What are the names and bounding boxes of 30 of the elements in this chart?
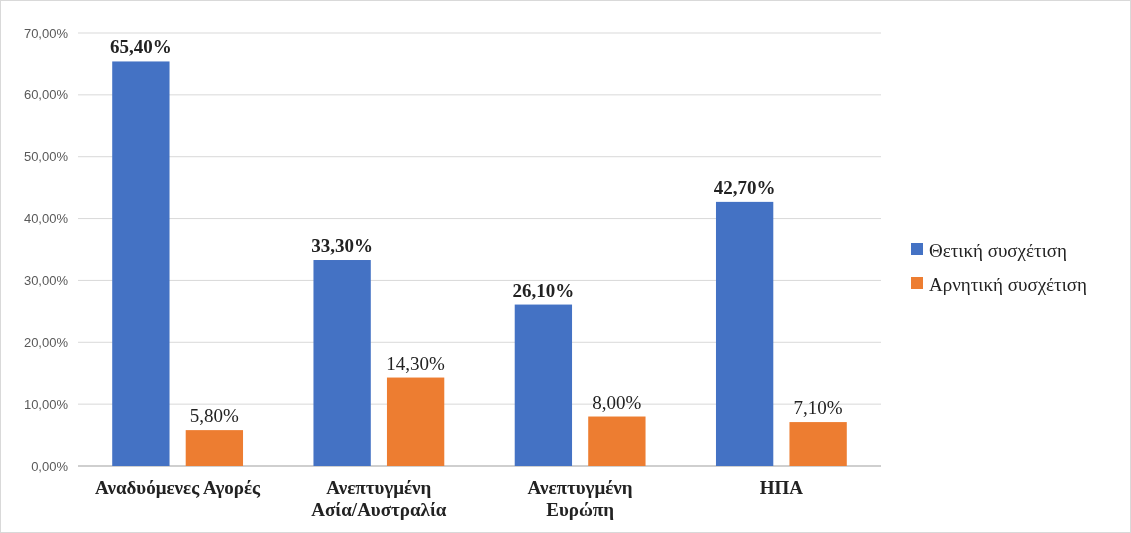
bar — [386, 377, 445, 466]
y-tick-label: 0,00% — [31, 458, 69, 474]
y-tick-label: 50,00% — [23, 149, 69, 165]
x-tick-label: Ανεπτυγμένη Ευρώπη — [527, 477, 633, 520]
data-label: 33,30% — [311, 235, 373, 257]
bar — [789, 422, 847, 466]
bar — [514, 304, 573, 466]
x-tick-label: ΗΠΑ — [759, 477, 804, 498]
data-label: 26,10% — [512, 279, 575, 301]
bar — [185, 430, 244, 466]
legend-label: Θετική συσχέτιση — [929, 239, 1067, 261]
bar — [588, 416, 646, 466]
y-tick-label: 40,00% — [23, 211, 69, 227]
data-label: 7,10% — [793, 397, 843, 419]
data-label: 14,30% — [386, 352, 446, 374]
data-label: 65,40% — [110, 36, 172, 58]
y-tick-label: 20,00% — [23, 334, 69, 350]
bar — [112, 61, 170, 466]
legend-label: Αρνητική συσχέτιση — [929, 273, 1087, 295]
y-tick-label: 70,00% — [23, 25, 69, 41]
x-tick-label: Αναδυόμενες Αγορές — [95, 477, 262, 498]
data-label: 5,80% — [189, 405, 240, 427]
data-label: 8,00% — [592, 391, 642, 413]
y-tick-label: 30,00% — [23, 272, 69, 288]
x-tick-label: Ανεπτυγμένη Ασία/Αυστραλία — [311, 477, 447, 520]
data-label: 42,70% — [713, 176, 776, 198]
y-tick-label: 60,00% — [23, 87, 69, 103]
bar — [715, 201, 774, 466]
bar — [313, 260, 371, 466]
y-tick-label: 10,00% — [23, 396, 69, 412]
